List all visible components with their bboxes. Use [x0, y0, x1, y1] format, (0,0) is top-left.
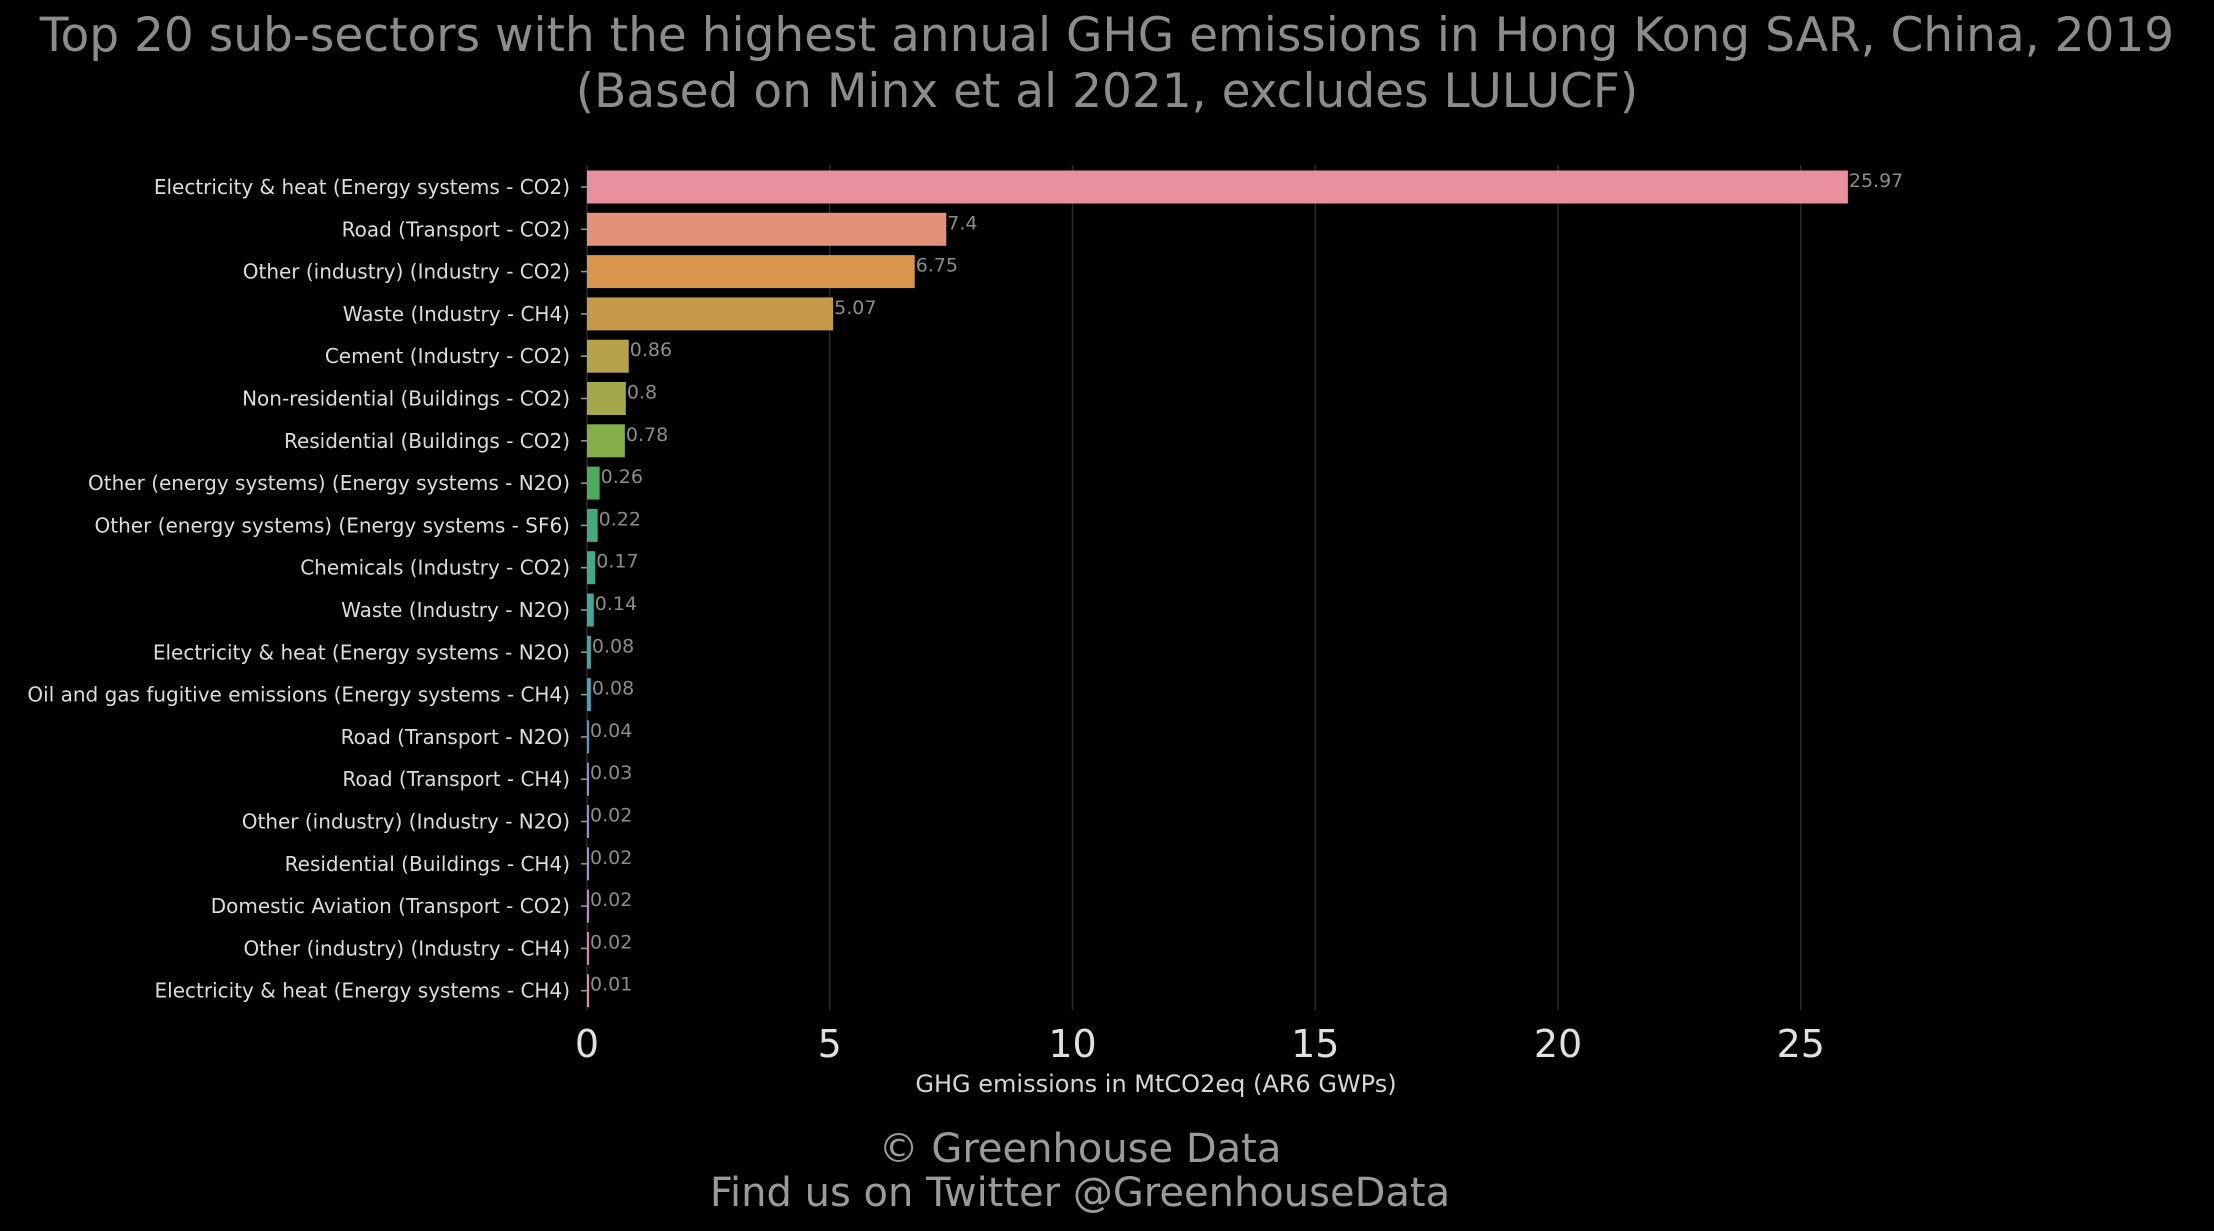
category-label: Oil and gas fugitive emissions (Energy s… — [27, 683, 570, 707]
x-tick-label: 15 — [1291, 1022, 1339, 1066]
value-label: 0.01 — [590, 974, 632, 996]
category-label: Waste (Industry - CH4) — [343, 302, 570, 326]
bar — [587, 805, 589, 838]
value-label: 7.4 — [947, 212, 977, 234]
x-axis-title: GHG emissions in MtCO2eq (AR6 GWPs) — [915, 1070, 1396, 1098]
category-label: Other (energy systems) (Energy systems -… — [95, 513, 570, 537]
bar — [587, 889, 589, 923]
category-label: Electricity & heat (Energy systems - CH4… — [155, 979, 570, 1003]
bar — [587, 297, 834, 331]
bar — [587, 931, 589, 965]
bar — [587, 466, 600, 500]
x-tick-label: 5 — [818, 1022, 842, 1066]
x-tick-label: 20 — [1534, 1022, 1582, 1066]
bar — [587, 212, 947, 246]
value-label: 0.26 — [601, 466, 643, 488]
category-label: Residential (Buildings - CH4) — [285, 852, 570, 876]
grid-lines — [586, 165, 1802, 1010]
bar — [587, 382, 626, 415]
x-tick-label: 0 — [575, 1022, 599, 1066]
bar — [587, 635, 591, 669]
value-label: 0.04 — [590, 720, 632, 742]
value-label: 0.03 — [590, 762, 632, 784]
bar — [587, 974, 589, 1008]
bar — [587, 170, 1848, 204]
value-label: 5.07 — [834, 297, 876, 319]
twitter-credit: Find us on Twitter @GreenhouseData — [709, 1170, 1451, 1216]
x-tick-labels: 0 5 10 15 20 25 — [575, 1022, 1825, 1066]
x-tick-label: 25 — [1777, 1022, 1825, 1066]
category-label: Waste (Industry - N2O) — [341, 598, 570, 622]
value-label: 0.08 — [592, 678, 634, 700]
category-label: Road (Transport - CO2) — [342, 217, 570, 241]
category-labels: Electricity & heat (Energy systems - CO2… — [27, 175, 587, 1003]
category-label: Electricity & heat (Energy systems - N2O… — [153, 640, 570, 664]
bar — [587, 424, 625, 458]
chart-subtitle: (Based on Minx et al 2021, excludes LULU… — [575, 64, 1639, 119]
bar — [587, 508, 598, 542]
bar — [587, 593, 594, 627]
value-label: 0.78 — [626, 424, 668, 446]
chart-title: Top 20 sub-sectors with the highest annu… — [39, 8, 2175, 63]
category-label: Other (industry) (Industry - CO2) — [243, 260, 570, 284]
value-label: 0.8 — [627, 382, 657, 404]
value-labels: 25.97 7.4 6.75 5.07 0.86 0.8 0.78 0.26 0.22 0.17 0… — [590, 170, 1903, 996]
category-label: Domestic Aviation (Transport - CO2) — [211, 894, 570, 918]
value-label: 0.02 — [590, 847, 632, 869]
category-label: Road (Transport - N2O) — [341, 725, 570, 749]
category-label: Other (industry) (Industry - CH4) — [243, 936, 570, 960]
bar — [587, 255, 915, 289]
value-label: 0.22 — [599, 508, 641, 530]
bars — [587, 170, 1848, 1008]
copyright-credit: © Greenhouse Data — [878, 1126, 1282, 1172]
value-label: 0.86 — [630, 339, 672, 361]
category-label: Electricity & heat (Energy systems - CO2… — [154, 175, 570, 199]
value-label: 0.02 — [590, 931, 632, 953]
category-label: Cement (Industry - CO2) — [325, 344, 570, 368]
value-label: 6.75 — [916, 255, 958, 277]
value-label: 25.97 — [1849, 170, 1903, 192]
bar — [587, 551, 596, 585]
category-label: Chemicals (Industry - CO2) — [300, 556, 570, 580]
value-label: 0.08 — [592, 635, 634, 657]
x-tick-label: 10 — [1048, 1022, 1096, 1066]
bar — [587, 720, 589, 754]
value-label: 0.14 — [595, 593, 637, 615]
value-label: 0.02 — [590, 805, 632, 827]
bar — [587, 762, 589, 796]
category-label: Non-residential (Buildings - CO2) — [242, 387, 570, 411]
category-label: Other (industry) (Industry - N2O) — [242, 810, 570, 834]
category-label: Residential (Buildings - CO2) — [284, 429, 570, 453]
bar — [587, 339, 629, 373]
category-label: Other (energy systems) (Energy systems -… — [88, 471, 570, 495]
bar — [587, 847, 589, 881]
value-label: 0.17 — [596, 551, 638, 573]
bar — [587, 678, 591, 712]
category-label: Road (Transport - CH4) — [342, 767, 570, 791]
value-label: 0.02 — [590, 889, 632, 911]
